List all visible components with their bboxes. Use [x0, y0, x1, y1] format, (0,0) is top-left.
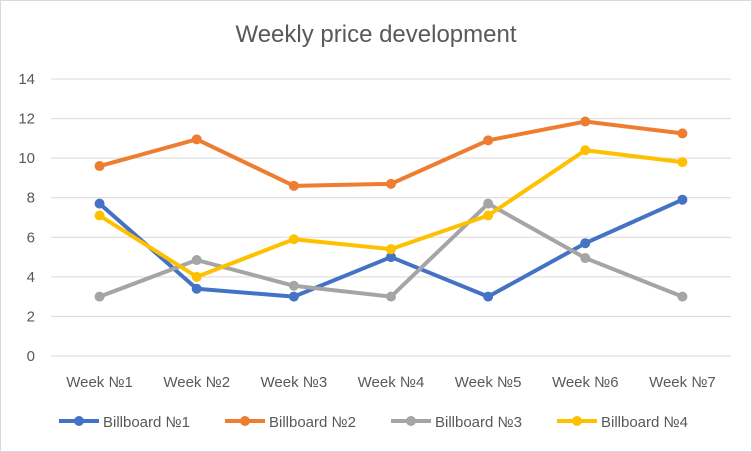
legend-label: Billboard №3 [435, 414, 522, 431]
data-point [580, 238, 591, 249]
legend-item: Billboard №3 [391, 414, 522, 431]
legend-marker [74, 416, 84, 426]
data-point [288, 291, 299, 302]
y-tick-label: 2 [27, 308, 35, 325]
grid-lines [51, 78, 731, 357]
legend-marker [572, 416, 582, 426]
y-tick-label: 10 [18, 150, 35, 167]
data-point [386, 244, 396, 255]
legend-label: Billboard №1 [103, 414, 190, 431]
y-tick-label: 14 [18, 71, 35, 88]
chart-title: Weekly price development [235, 21, 517, 48]
data-point [288, 280, 299, 291]
data-point [94, 291, 105, 302]
series-2 [94, 116, 688, 191]
legend: Billboard №1 Billboard №2 Billboard №3 Bill… [59, 414, 688, 431]
data-point [580, 145, 591, 156]
x-axis-ticks: Week №1 Week №2 Week №3 Week №4 Week №5 Week … [66, 374, 716, 391]
data-point [677, 128, 688, 139]
y-tick-label: 8 [27, 190, 35, 207]
data-point [191, 271, 202, 282]
x-tick-label: Week №3 [261, 374, 328, 391]
x-tick-label: Week №7 [649, 374, 716, 391]
data-point [94, 198, 105, 209]
data-point [580, 116, 591, 127]
data-point [483, 210, 494, 221]
data-point [386, 291, 396, 302]
y-tick-label: 6 [27, 229, 35, 246]
y-tick-label: 12 [18, 111, 35, 128]
series-3 [94, 198, 688, 302]
y-tick-label: 4 [27, 269, 35, 286]
data-point [288, 180, 299, 191]
data-point [288, 234, 299, 245]
data-point [386, 178, 396, 189]
legend-item: Billboard №4 [557, 414, 688, 431]
legend-marker [240, 416, 250, 426]
x-tick-label: Week №6 [552, 374, 619, 391]
y-axis-ticks: 0 2 4 6 8 10 12 14 [18, 71, 35, 365]
data-point [677, 157, 688, 168]
legend-label: Billboard №4 [601, 414, 688, 431]
x-tick-label: Week №5 [455, 374, 522, 391]
legend-marker [406, 416, 416, 426]
data-point [483, 135, 494, 146]
series-1 [94, 194, 688, 302]
data-point [580, 253, 591, 264]
data-point [386, 252, 396, 263]
series-4 [94, 145, 688, 282]
y-tick-label: 0 [27, 348, 35, 365]
series-layer [94, 116, 688, 302]
data-point [191, 283, 202, 294]
legend-label: Billboard №2 [269, 414, 356, 431]
data-point [483, 198, 494, 209]
data-point [94, 210, 105, 221]
x-tick-label: Week №1 [66, 374, 133, 391]
x-tick-label: Week №2 [163, 374, 230, 391]
data-point [677, 194, 688, 205]
legend-item: Billboard №2 [225, 414, 356, 431]
data-point [191, 255, 202, 266]
data-point [677, 291, 688, 302]
legend-item: Billboard №1 [59, 414, 190, 431]
data-point [191, 134, 202, 145]
data-point [483, 291, 494, 302]
data-point [94, 161, 105, 172]
series-line [97, 119, 685, 188]
x-tick-label: Week №4 [358, 374, 425, 391]
